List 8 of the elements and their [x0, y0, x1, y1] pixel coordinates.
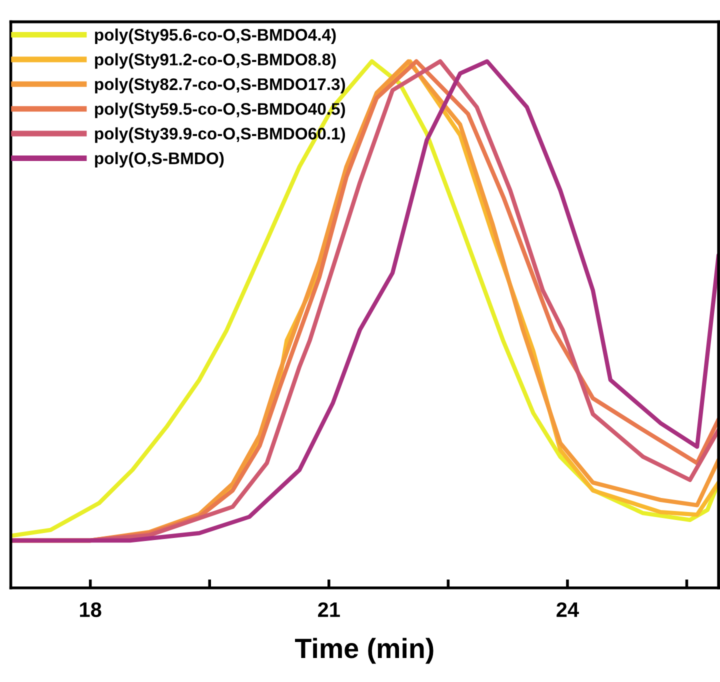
- x-tick-label: 21: [318, 602, 340, 617]
- legend-label: poly(Sty95.6-co-O,S-BMDO4.4): [95, 28, 336, 44]
- x-axis-title: Time (min): [295, 638, 434, 664]
- x-tick-label: 24: [556, 602, 579, 617]
- x-tick-label: 18: [80, 602, 102, 618]
- legend-label: poly(O,S-BMDO): [95, 152, 224, 168]
- legend-label: poly(Sty82.7-co-O,S-BMDO17.3): [95, 78, 346, 94]
- legend-label: poly(Sty91.2-co-O,S-BMDO8.8): [95, 53, 336, 69]
